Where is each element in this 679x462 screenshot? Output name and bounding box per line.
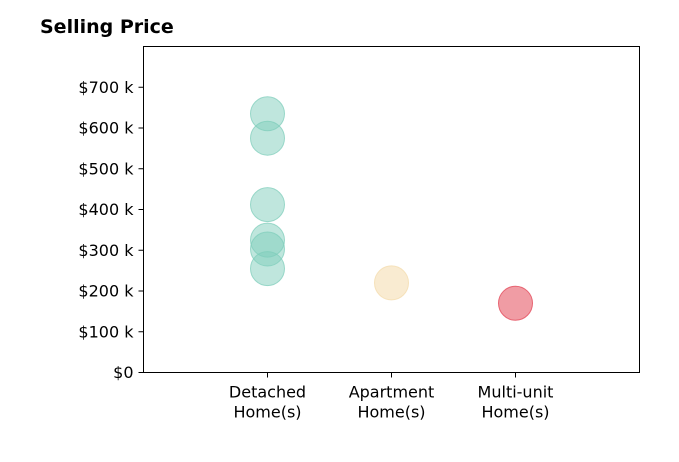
chart-title: Selling Price — [40, 16, 174, 38]
x-tick-label: Multi-unit Home(s) — [478, 383, 554, 422]
data-point — [374, 265, 409, 301]
x-axis: Detached Home(s) Apartment Home(s) Multi-uni… — [229, 372, 554, 422]
data-point — [250, 251, 285, 287]
y-tick-label: $400 k — [78, 200, 134, 219]
y-tick-label: $600 k — [78, 119, 134, 138]
plot-frame — [143, 46, 640, 373]
y-tick-label: $100 k — [78, 322, 134, 341]
x-tick-label: Apartment Home(s) — [349, 383, 435, 422]
y-tick-label: $0 — [113, 363, 133, 382]
data-point — [250, 120, 285, 156]
y-tick-label: $200 k — [78, 282, 134, 301]
y-tick-label: $700 k — [78, 78, 134, 97]
data-point — [250, 187, 285, 223]
data-points — [250, 96, 533, 321]
data-point — [498, 285, 533, 321]
x-tick-label: Detached Home(s) — [229, 383, 306, 422]
y-tick-label: $300 k — [78, 241, 134, 260]
y-tick-label: $500 k — [78, 159, 134, 178]
y-axis: $0 $100 k $200 k $300 k $400 k $500 k $600 k $7… — [78, 78, 144, 382]
